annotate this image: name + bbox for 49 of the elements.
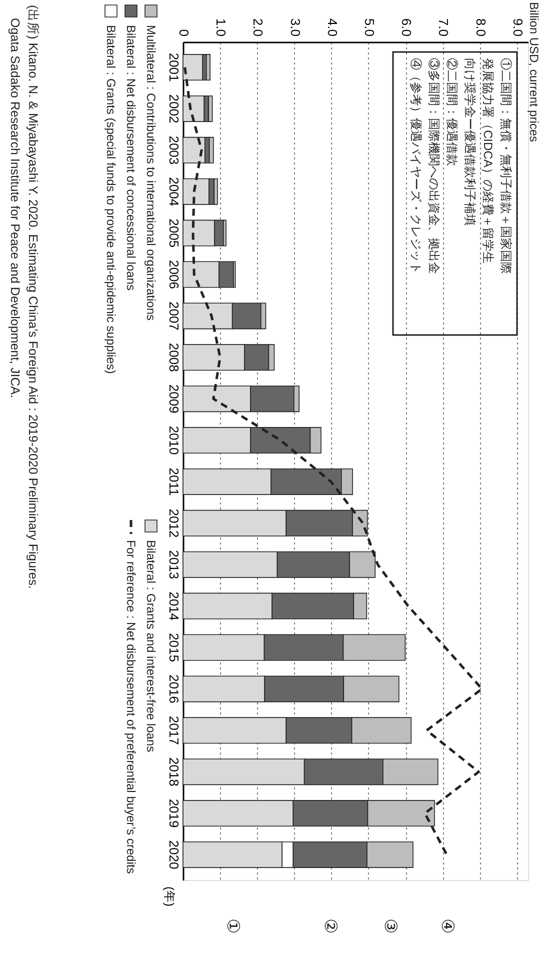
text: ① — [224, 918, 243, 934]
x-tick-label: 3.0 — [288, 18, 303, 36]
y-tick-label: 2012 — [166, 508, 182, 538]
annotation: ①二国間：無償・無利子借款＋国家国際発展協力署（CIDCA）の経費＋留学生向け奨学金ー優遇借款利子補填 — [463, 58, 513, 274]
y-tick-label: 2010 — [166, 426, 182, 455]
y-tick-label: 2020 — [166, 840, 182, 870]
y-tick-label: 2016 — [166, 674, 182, 704]
x-tick-label: 6.0 — [399, 18, 414, 36]
y-tick-label: 2002 — [166, 94, 182, 124]
legend-label: Multilateral : Contributions to international organizations — [144, 25, 158, 320]
y-tick-label: 2014 — [166, 592, 182, 621]
y-tick-label: 2009 — [166, 384, 182, 414]
y-tick-label: 2008 — [166, 342, 182, 372]
y-axis-title: (年) — [162, 886, 176, 906]
annotation: ③多国間：国際機関への出資金、拠出金 — [427, 58, 441, 274]
y-tick-label: 2013 — [166, 550, 182, 580]
x-tick-label: 1.0 — [214, 18, 229, 36]
x-tick-label: 4.0 — [324, 18, 340, 36]
y-tick-label: 2018 — [166, 757, 182, 786]
y-tick-label: 2017 — [166, 716, 182, 745]
text: ② — [321, 918, 340, 934]
y-tick-label: 2004 — [166, 177, 182, 206]
y-tick-label: 2001 — [166, 52, 182, 82]
text: ④ — [438, 918, 457, 934]
legend-label: Bilateral : Net disbursement of concessional loans — [124, 25, 138, 290]
y-tick-label: 2005 — [166, 218, 182, 248]
annotation: ②二国間：優遇借款 — [445, 58, 459, 166]
bar — [206, 54, 210, 81]
bar — [208, 136, 214, 164]
y-tick-label: 2019 — [166, 798, 182, 828]
y-tick-label: 2003 — [166, 136, 182, 165]
annotation: ④（参考）優遇バイヤーズ・クレジット — [409, 58, 423, 274]
y-tick-label: 2011 — [166, 468, 182, 496]
x-tick-label: 5.0 — [362, 18, 377, 36]
legend-label: Bilateral : Grants and interest-free loans — [144, 540, 158, 752]
x-tick-label: 0 — [176, 29, 192, 36]
legend-label: For reference : Net disbursement of preferential buyer’s credits — [124, 540, 138, 874]
y-tick-label: 2007 — [166, 301, 182, 330]
x-tick-label: 8.0 — [473, 18, 488, 36]
text: Ogata Sadako Research Institute for Peace and Development, JICA. — [8, 18, 22, 398]
x-tick-label: 7.0 — [436, 18, 452, 36]
x-tick-label: 2.0 — [250, 18, 266, 36]
legend-label: Bilateral : Grants (special funds to provide anti-epidemic supplies) — [104, 25, 118, 374]
y-tick-label: 2015 — [166, 633, 182, 662]
annotation: Billion USD, current prices — [527, 2, 540, 142]
y-tick-label: 2006 — [166, 260, 182, 289]
x-tick-label: 9.0 — [510, 18, 526, 36]
text: ③ — [381, 918, 400, 934]
text: (出所) Kitano. N. & Miyabayashi Y. 2020. Estimating China’s Foreign Aid : 2019-2020 Preliminary Figures. — [26, 5, 40, 589]
